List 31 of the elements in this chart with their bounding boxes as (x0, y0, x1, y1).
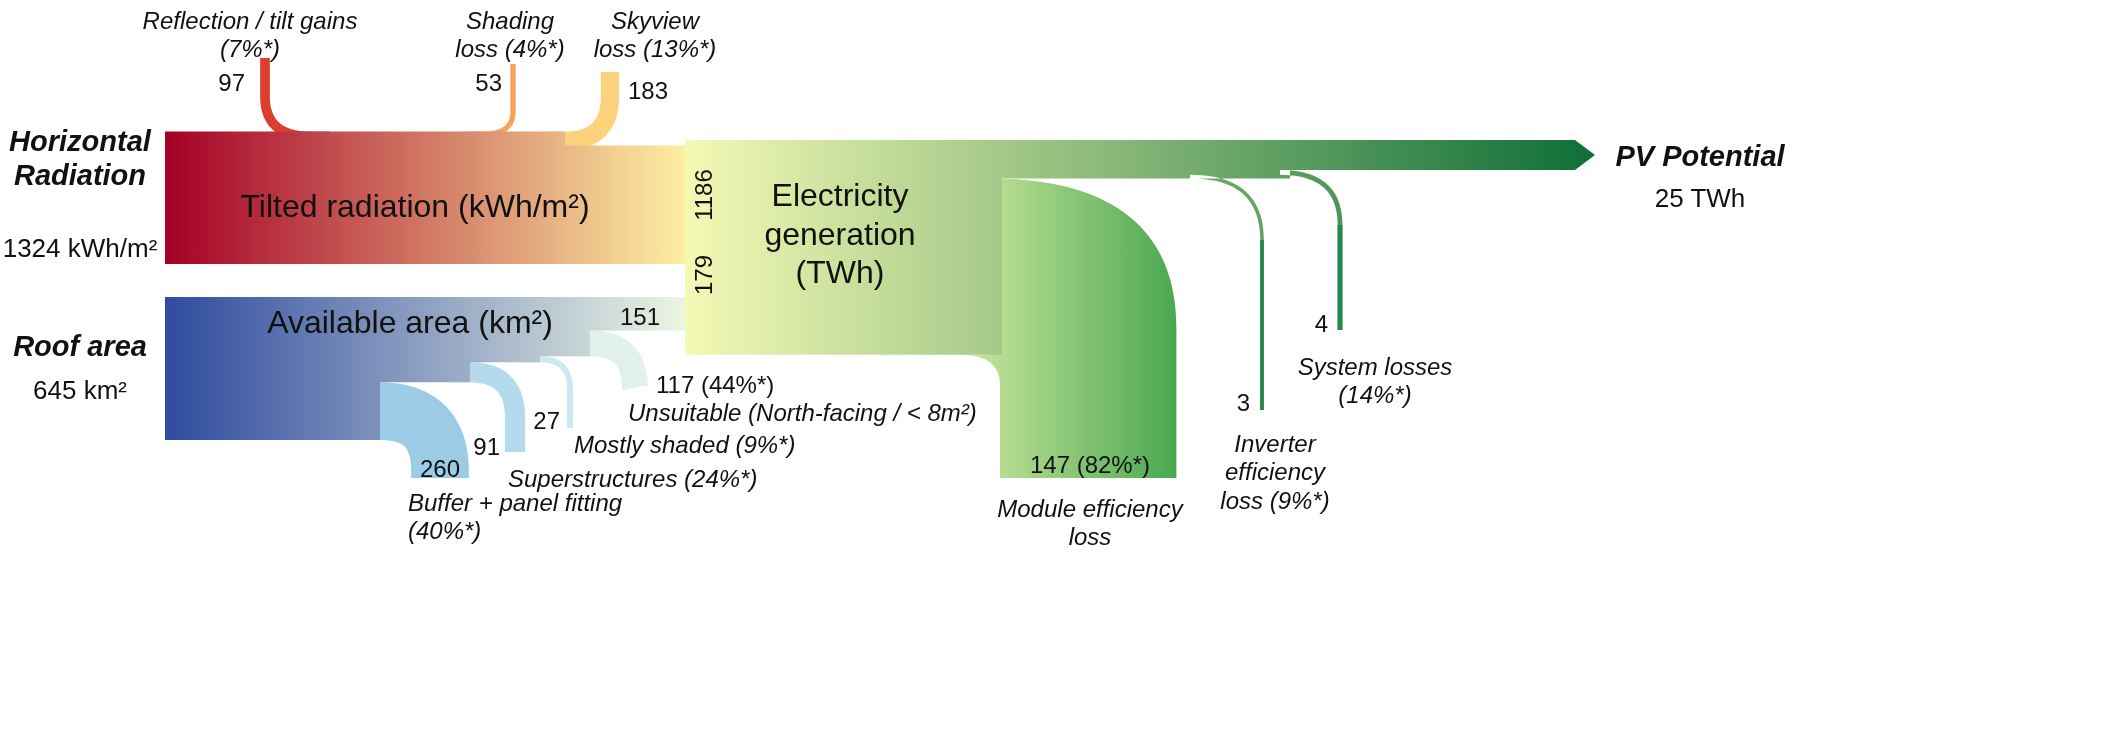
category-label: Unsuitable (North-facing / < 8m²) (628, 398, 977, 426)
category-label: Electricity generation (TWh) (764, 177, 916, 291)
data-label: 4 (1314, 309, 1328, 337)
data-label: 260 (419, 454, 461, 482)
data-label: 97 (218, 68, 245, 96)
data-label: 25 TWh (1654, 183, 1746, 214)
category-label: Available area (km²) (267, 303, 553, 340)
category-label: Superstructures (24%*) (508, 464, 758, 492)
data-label: 117 (44%*) (656, 370, 775, 398)
category-label: Inverter efficiency loss (9%*) (1220, 429, 1330, 515)
data-label: 53 (475, 68, 502, 96)
category-label: Reflection / tilt gains (7%*) (142, 6, 358, 63)
data-label: 147 (82%*) (1029, 450, 1151, 478)
data-label: 1324 kWh/m² (2, 233, 158, 264)
data-label: 183 (628, 76, 669, 104)
data-label: 3 (1236, 388, 1250, 416)
data-label: 1186 (689, 169, 717, 221)
category-label: Shading loss (4%*) (455, 6, 565, 63)
data-label: 645 km² (33, 375, 128, 406)
category-label: Roof area (13, 330, 147, 362)
data-label: 91 (473, 432, 500, 460)
data-label: 179 (689, 254, 717, 296)
data-label: 27 (533, 406, 560, 434)
category-label: Mostly shaded (9%*) (574, 430, 796, 458)
category-label: System losses (14%*) (1297, 352, 1453, 409)
data-label: 151 (619, 302, 661, 330)
category-label: Horizontal Radiation (9, 124, 152, 192)
category-label: Module efficiency loss (997, 494, 1185, 551)
category-label: Skyview loss (13%*) (593, 6, 717, 63)
category-label: Tilted radiation (kWh/m²) (240, 187, 590, 224)
category-label: PV Potential (1615, 140, 1786, 172)
